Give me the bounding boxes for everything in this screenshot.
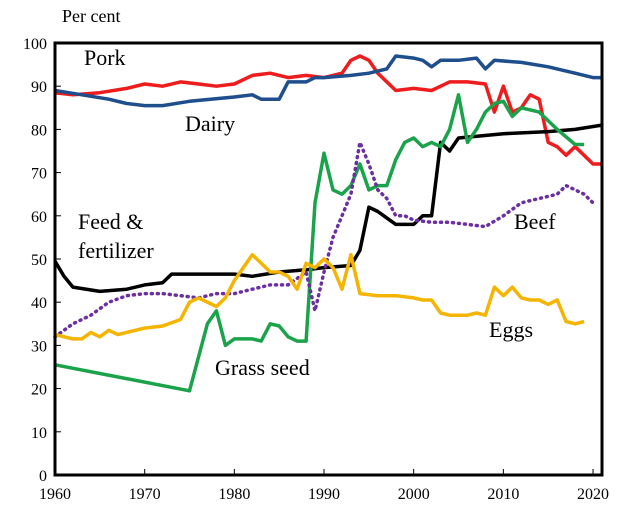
x-tick-label: 2020 [577,486,609,503]
x-tick-label: 1990 [308,486,340,503]
label-beef: Beef [514,209,556,234]
series-lines [53,54,603,393]
label-feed-1: Feed & [78,209,143,234]
series-line-grass-seed [54,93,585,393]
plot-frame [53,41,604,477]
x-tick-label: 2000 [398,486,430,503]
y-tick-label: 80 [31,122,47,139]
series-line-feed-fertilizer [53,123,603,294]
label-pork: Pork [84,45,126,70]
y-tick-label: 20 [31,382,47,399]
label-grass-seed: Grass seed [215,355,310,380]
y-tick-label: 30 [31,338,47,355]
series-line-eggs [54,252,585,341]
x-tick-label: 1960 [39,486,71,503]
y-tick-label: 60 [31,209,47,226]
y-tick-label: 10 [31,425,47,442]
y-tick-label: 50 [31,252,47,269]
label-eggs: Eggs [489,317,533,342]
y-tick-label: 0 [39,468,47,485]
x-tick-label: 1980 [218,486,250,503]
axis-ticks: 0 10 20 30 40 50 60 70 80 90 100 1960 1970 1980 1990 20… [23,36,609,503]
y-tick-label: 90 [31,79,47,96]
series-line-pork [54,54,602,166]
series-line-beef [53,140,595,339]
label-dairy: Dairy [185,111,235,136]
y-tick-label: 40 [31,295,47,312]
y-axis-label: Per cent [62,6,120,26]
label-feed-2: fertilizer [78,238,154,263]
y-tick-label: 70 [31,166,47,183]
series-line-dairy [54,54,602,108]
x-tick-label: 2010 [487,486,519,503]
x-tick-label: 1970 [129,486,161,503]
y-tick-label: 100 [23,36,47,53]
